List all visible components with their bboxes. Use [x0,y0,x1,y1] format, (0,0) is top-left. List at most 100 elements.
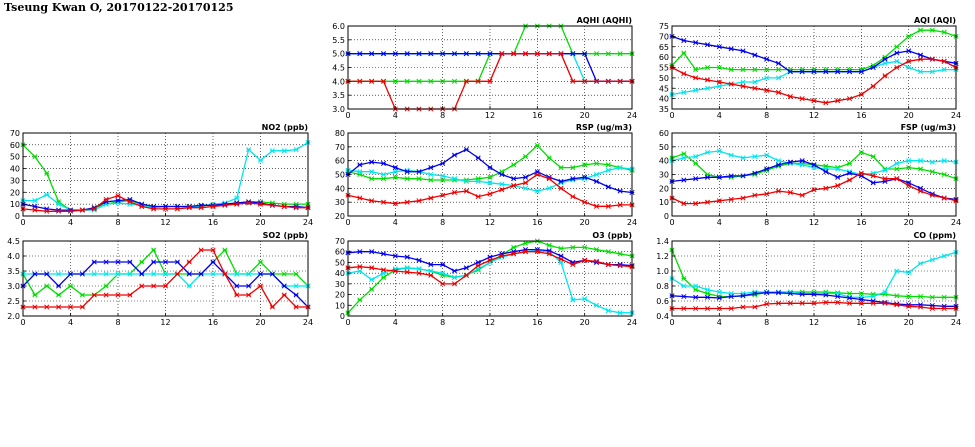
data-point [858,170,864,176]
data-point [728,152,734,158]
data-point [91,259,97,265]
x-tick-label: 24 [627,111,637,120]
data-point [811,98,817,104]
data-point [929,294,935,300]
data-point [775,162,782,168]
data-point [775,89,782,95]
y-tick-label: 40 [335,269,345,278]
y-tick-label: 60 [335,157,345,166]
data-point [487,191,493,197]
data-point [823,69,829,75]
y-tick-label: 0 [340,312,345,321]
data-point [404,254,410,260]
data-point [369,277,375,283]
data-point [357,268,363,274]
data-point [487,165,493,171]
data-point [823,292,829,298]
data-point [428,195,434,201]
data-point [416,257,422,263]
data-point [499,253,505,259]
data-point [811,291,817,297]
data-point [593,51,600,57]
data-point [917,293,924,300]
y-tick-label: 0.6 [656,297,669,306]
data-point [151,271,157,277]
x-tick-label: 8 [440,318,445,327]
x-tick-label: 20 [580,111,590,120]
data-point [941,294,947,300]
data-point [728,173,734,179]
data-point [752,153,758,160]
x-tick-label: 12 [485,218,495,227]
data-point [823,185,829,191]
data-point [522,240,529,246]
data-point [475,263,481,269]
data-point [716,174,722,180]
data-point [463,78,469,84]
data-point [775,158,782,164]
y-tick-label: 10 [10,200,20,209]
data-point [693,287,699,293]
data-point [605,51,611,57]
data-point [487,257,493,263]
data-point [416,266,422,272]
data-point [870,180,876,186]
data-point [281,271,287,277]
data-point [222,271,228,277]
data-point [846,295,853,301]
data-point [704,199,711,205]
data-point [440,173,446,179]
x-tick-label: 0 [20,218,25,227]
data-point [906,183,912,189]
data-point [906,58,912,64]
data-point [693,40,699,46]
data-point [546,51,552,57]
data-point [44,192,50,198]
data-point [44,271,50,277]
data-point [499,187,505,193]
data-point [522,185,529,191]
data-point [823,299,829,306]
x-tick-label: 4 [393,111,398,120]
data-point [558,185,564,191]
data-point [139,203,145,210]
data-point [511,244,517,250]
data-point [582,174,588,180]
x-tick-label: 0 [345,318,350,327]
data-point [56,304,62,310]
data-point [858,91,864,98]
data-point [846,160,853,166]
data-point [728,46,734,52]
data-point [764,152,770,158]
x-tick-label: 24 [951,218,961,227]
data-point [752,85,758,91]
data-point [357,162,363,168]
data-point [570,194,576,200]
y-tick-label: 10 [335,301,345,310]
data-point [246,292,252,298]
data-point [392,169,398,175]
data-point [693,75,699,81]
y-tick-label: 55 [659,64,669,73]
data-point [740,83,746,89]
data-point [475,194,481,200]
data-point [593,178,600,184]
data-point [416,198,422,204]
data-point [440,177,446,183]
data-point [716,305,722,312]
y-tick-label: 4.5 [7,237,20,246]
data-point [870,173,876,179]
data-point [369,169,375,175]
data-point [234,271,240,277]
data-point [582,296,588,302]
data-point [404,51,410,57]
data-point [917,69,924,75]
data-point [463,51,469,57]
data-point [246,200,252,206]
data-point [151,247,157,253]
data-point [440,262,446,268]
data-point [186,283,192,289]
y-tick-label: 4.0 [7,252,20,261]
data-point [558,178,564,184]
data-point [257,259,264,265]
